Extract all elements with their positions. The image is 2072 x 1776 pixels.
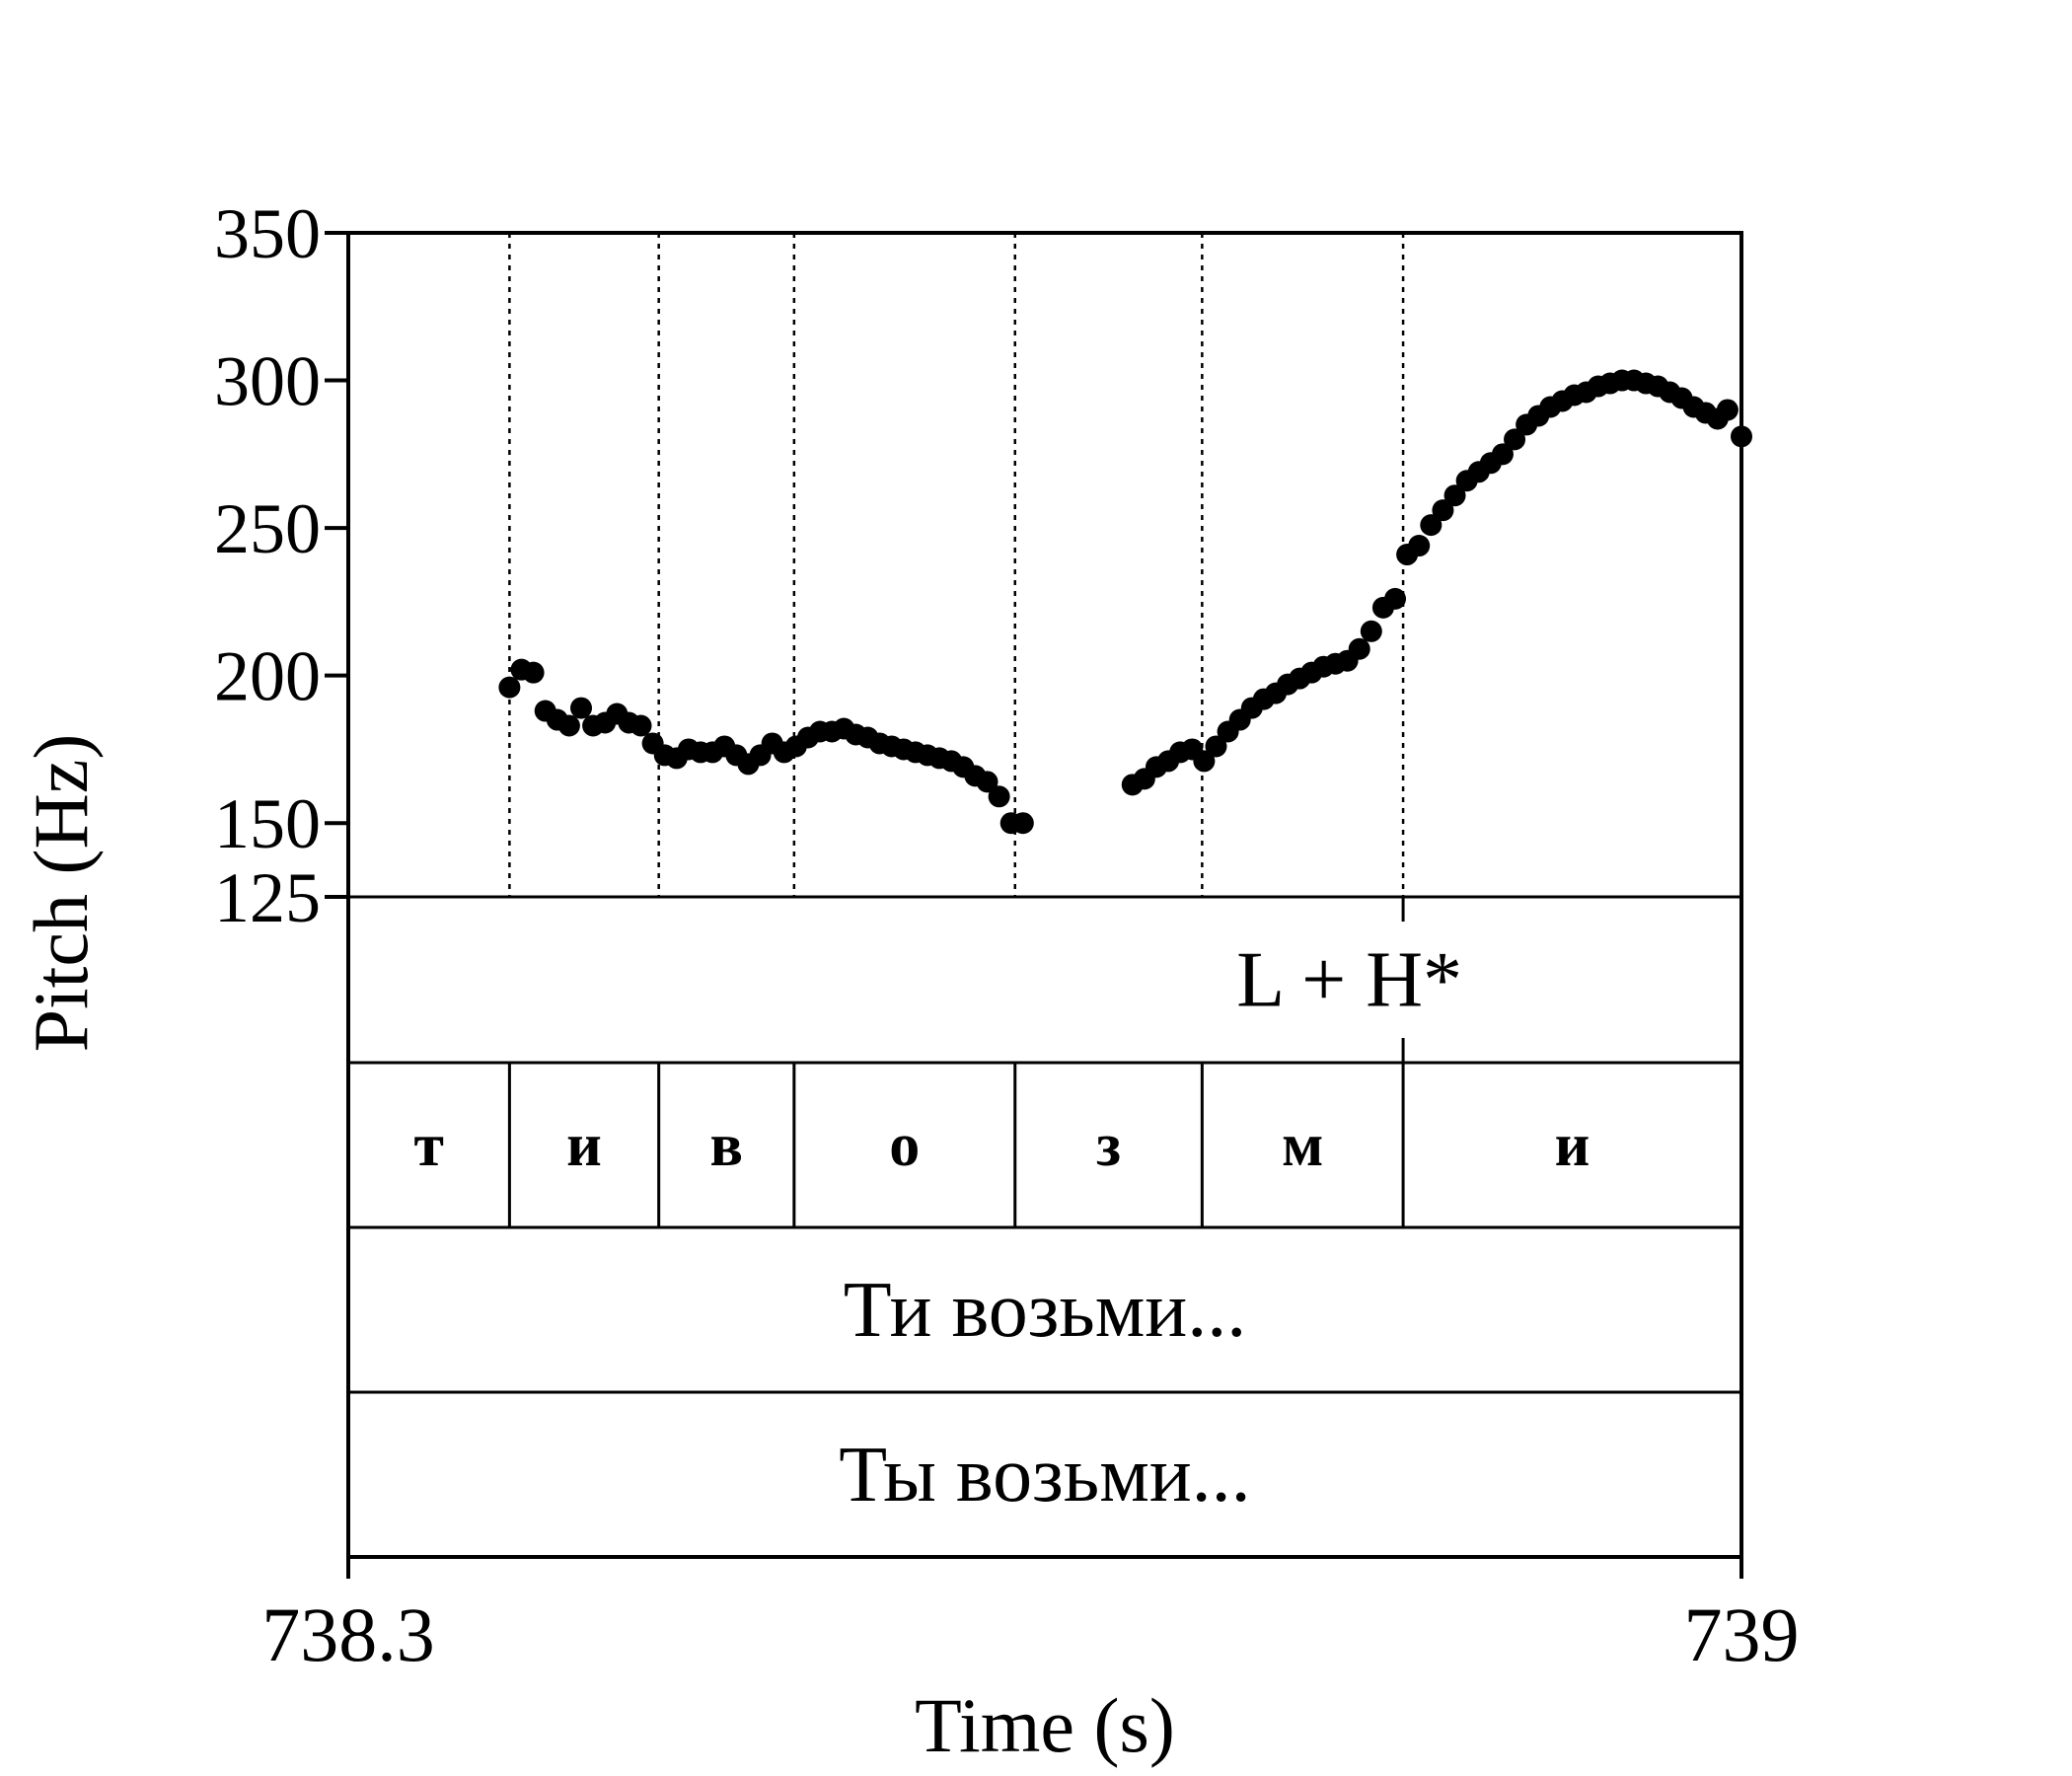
segment-boundary-lines	[508, 233, 1405, 897]
y-axis-label: Pitch (Hz)	[18, 734, 104, 1053]
translation-label-0: Ты возьми...	[839, 1432, 1250, 1518]
pitch-point	[522, 661, 545, 684]
pitch-point	[1491, 443, 1514, 466]
pitch-point	[1193, 750, 1216, 773]
x-axis-label: Time (s)	[915, 1682, 1175, 1768]
tones-label-0: L + H*	[1236, 936, 1462, 1023]
segments-label-6: и	[1555, 1112, 1591, 1179]
y-tick-label-3: 200	[214, 637, 321, 716]
segments-label-0: т	[413, 1112, 443, 1179]
words-label-0: Ти возьми...	[844, 1267, 1246, 1354]
pitch-point	[1443, 484, 1466, 507]
pitch-points	[498, 369, 1752, 835]
y-tick-label-2: 250	[214, 489, 321, 568]
pitch-point	[1716, 399, 1739, 421]
pitch-point	[557, 714, 580, 737]
pitch-point	[1420, 514, 1443, 537]
segments-label-4: з	[1096, 1112, 1121, 1179]
pitch-point	[1360, 620, 1382, 642]
x-tick-label-1: 739	[1684, 1591, 1800, 1677]
pitch-point	[988, 785, 1010, 808]
pitch-point	[1011, 812, 1034, 835]
pitch-point	[1432, 499, 1454, 522]
pitch-point	[629, 714, 652, 737]
y-tick-label-4: 150	[214, 784, 321, 863]
y-tick-label-0: 350	[214, 194, 321, 273]
pitch-point	[570, 697, 593, 719]
segments-label-2: в	[710, 1112, 743, 1179]
pitch-point	[1408, 535, 1431, 557]
pitch-point	[1504, 428, 1526, 451]
annotation-tiers: L + H* т и в о з м и Ти возьми... Ты возьми...	[348, 895, 1741, 1518]
segments-label-5: м	[1282, 1112, 1323, 1179]
pitch-point	[976, 771, 999, 793]
pitch-point	[1348, 637, 1370, 660]
pitch-point	[498, 676, 521, 699]
y-tick-label-5: 125	[214, 858, 321, 937]
y-tick-label-1: 300	[214, 342, 321, 421]
pitch-point	[1205, 735, 1227, 758]
segments-label-1: и	[566, 1112, 602, 1179]
x-tick-label-0: 738.3	[261, 1591, 435, 1677]
segments-label-3: о	[889, 1112, 920, 1179]
pitch-point	[1384, 587, 1407, 610]
